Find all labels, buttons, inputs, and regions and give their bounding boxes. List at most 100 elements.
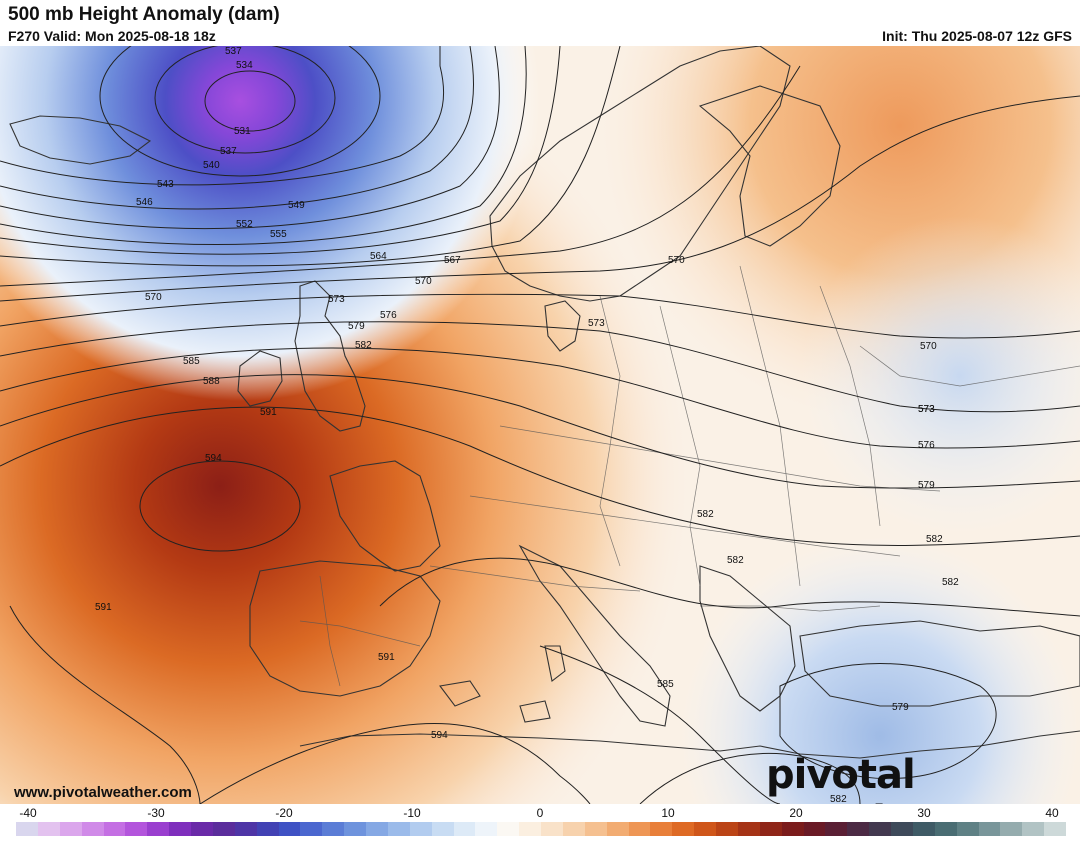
colorbar-tick: 40 (1045, 806, 1059, 820)
colorbar-swatch (891, 822, 913, 836)
contour-label: 531 (234, 126, 251, 137)
colorbar-swatch (59, 822, 82, 836)
colorbar-swatch (541, 822, 563, 836)
colorbar-swatch (934, 822, 957, 836)
colorbar-tick: 0 (536, 806, 544, 820)
website-url[interactable]: www.pivotalweather.com (14, 784, 192, 801)
colorbar-swatch (716, 822, 738, 836)
contour-label: 537 (225, 46, 242, 57)
anomaly-low-cold (0, 46, 1080, 804)
colorbar-tick: 20 (789, 806, 803, 820)
colorbar-swatch (37, 822, 60, 836)
colorbar-swatch (497, 822, 520, 836)
contour-label: 534 (236, 60, 253, 71)
colorbar-tick: 10 (661, 806, 675, 820)
colorbar-swatch (475, 822, 498, 836)
colorbar-swatch (869, 822, 891, 836)
contour-label: 588 (203, 376, 220, 387)
colorbar-swatch (606, 822, 629, 836)
contour-label: 570 (145, 292, 162, 303)
contour-label: 567 (444, 255, 461, 266)
anomaly-map: 537 534 531 537 540 543 546 549 552 555 … (0, 46, 1080, 804)
colorbar-swatch (234, 822, 257, 836)
colorbar-swatch (103, 822, 126, 836)
colorbar-swatch (978, 822, 1001, 836)
colorbar-swatch (650, 822, 673, 836)
colorbar-tick: -20 (275, 806, 293, 820)
colorbar-swatch (278, 822, 301, 836)
contour-label: 564 (370, 251, 387, 262)
contour-labels: 537 534 531 537 540 543 546 549 552 555 … (95, 46, 959, 804)
contour-label: 546 (136, 197, 153, 208)
height-contours (0, 46, 1080, 804)
colorbar-swatch (781, 822, 804, 836)
colorbar-swatch (825, 822, 848, 836)
country-borders (299, 265, 1080, 687)
contour-label: 582 (942, 577, 959, 588)
contour-label: 594 (205, 453, 222, 464)
colorbar-tick: -40 (19, 806, 37, 820)
contour-label: 576 (380, 310, 397, 321)
header: 500 mb Height Anomaly (dam) F270 Valid: … (0, 0, 1080, 46)
colorbar-tick: -10 (403, 806, 421, 820)
colorbar-swatch (256, 822, 279, 836)
colorbar-swatch (519, 822, 541, 836)
contour-label: 573 (918, 404, 935, 415)
contour-label: 579 (918, 480, 935, 491)
colorbar-swatch (169, 822, 191, 836)
contour-label: 570 (920, 341, 937, 352)
colorbar-swatch (322, 822, 345, 836)
colorbar-ticks: -40 -30 -20 -10 0 10 20 30 40 (0, 806, 1080, 822)
colorbar-swatch (694, 822, 716, 836)
contour-label: 594 (431, 730, 448, 741)
colorbar-swatch (628, 822, 651, 836)
colorbar-swatch (737, 822, 760, 836)
init-time: Init: Thu 2025-08-07 12z GFS (882, 28, 1072, 44)
colorbar-swatch (300, 822, 323, 836)
colorbar-swatch (191, 822, 213, 836)
map-svg: 537 534 531 537 540 543 546 549 552 555 … (0, 46, 1080, 804)
colorbar-swatches (16, 822, 1066, 836)
contour-label: 582 (727, 555, 744, 566)
colorbar-swatch (409, 822, 432, 836)
contour-label: 582 (926, 534, 943, 545)
colorbar-swatch (431, 822, 454, 836)
contour-label: 573 (918, 404, 935, 415)
colorbar-swatch (212, 822, 235, 836)
colorbar-swatch (956, 822, 979, 836)
contour-label: 582 (355, 340, 372, 351)
colorbar-swatch (759, 822, 782, 836)
contour-label: 543 (157, 179, 174, 190)
colorbar-tick: 30 (917, 806, 931, 820)
colorbar-swatch (803, 822, 826, 836)
contour-label: 585 (657, 679, 674, 690)
valid-time: F270 Valid: Mon 2025-08-18 18z (8, 28, 216, 44)
colorbar-swatch (847, 822, 870, 836)
contour-label: 573 (328, 294, 345, 305)
contour-label: 570 (415, 276, 432, 287)
contour-label: 537 (220, 146, 237, 157)
contour-label: 579 (348, 321, 365, 332)
contour-label: 573 (588, 318, 605, 329)
colorbar-tick: -30 (147, 806, 165, 820)
colorbar-swatch (147, 822, 170, 836)
colorbar-swatch (366, 822, 388, 836)
colorbar-swatch (1022, 822, 1045, 836)
contour-label: 585 (183, 356, 200, 367)
contour-label: 540 (203, 160, 220, 171)
colorbar-swatch (125, 822, 148, 836)
contour-label: 549 (288, 200, 305, 211)
map-title: 500 mb Height Anomaly (dam) (8, 4, 280, 25)
colorbar-swatch (584, 822, 607, 836)
contour-label: 582 (830, 794, 847, 804)
colorbar-swatch (16, 822, 38, 836)
contour-label: 555 (270, 229, 287, 240)
colorbar-swatch (1044, 822, 1066, 836)
contour-label: 552 (236, 219, 253, 230)
contour-label: 570 (668, 255, 685, 266)
colorbar: -40 -30 -20 -10 0 10 20 30 40 (0, 804, 1080, 847)
colorbar-swatch (344, 822, 366, 836)
contour-label: 579 (892, 702, 909, 713)
colorbar-swatch (672, 822, 695, 836)
colorbar-swatch (81, 822, 104, 836)
